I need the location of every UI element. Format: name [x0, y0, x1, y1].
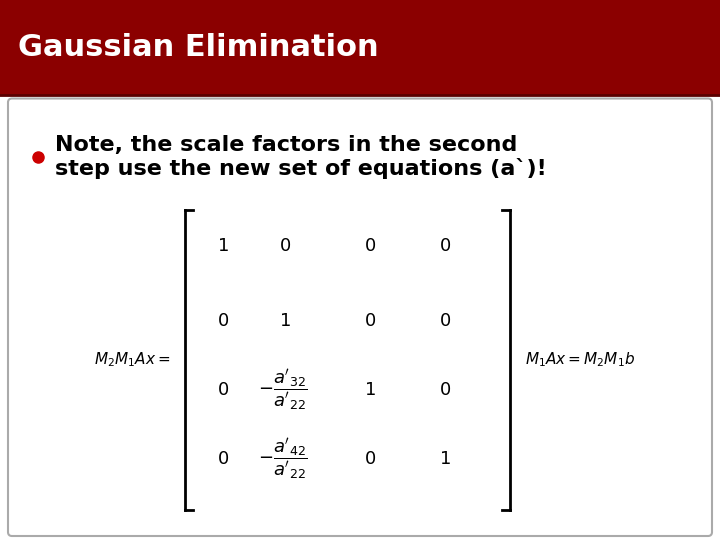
Text: $0$: $0$ — [439, 381, 451, 399]
Text: Gaussian Elimination: Gaussian Elimination — [18, 33, 379, 62]
Text: $0$: $0$ — [439, 312, 451, 330]
Text: $0$: $0$ — [217, 312, 229, 330]
Text: $M_1Ax=M_2M_1b$: $M_1Ax=M_2M_1b$ — [525, 350, 635, 369]
Text: $1$: $1$ — [217, 237, 229, 254]
Text: $0$: $0$ — [364, 312, 376, 330]
Text: $1$: $1$ — [279, 312, 291, 330]
Text: $0$: $0$ — [364, 237, 376, 254]
Text: step use the new set of equations (a`)!: step use the new set of equations (a`)! — [55, 158, 546, 179]
Text: $0$: $0$ — [217, 450, 229, 468]
Text: $M_2M_1Ax=$: $M_2M_1Ax=$ — [94, 350, 170, 369]
FancyBboxPatch shape — [8, 98, 712, 536]
Text: $0$: $0$ — [279, 237, 291, 254]
Text: $0$: $0$ — [439, 237, 451, 254]
Text: $-\dfrac{a'_{32}}{a'_{22}}$: $-\dfrac{a'_{32}}{a'_{22}}$ — [258, 368, 308, 412]
Text: $1$: $1$ — [364, 381, 376, 399]
Bar — [0, 0, 720, 94]
Text: $0$: $0$ — [217, 381, 229, 399]
Text: $0$: $0$ — [364, 450, 376, 468]
Text: $1$: $1$ — [439, 450, 451, 468]
Text: Note, the scale factors in the second: Note, the scale factors in the second — [55, 134, 518, 154]
Text: $-\dfrac{a'_{42}}{a'_{22}}$: $-\dfrac{a'_{42}}{a'_{22}}$ — [258, 437, 308, 481]
